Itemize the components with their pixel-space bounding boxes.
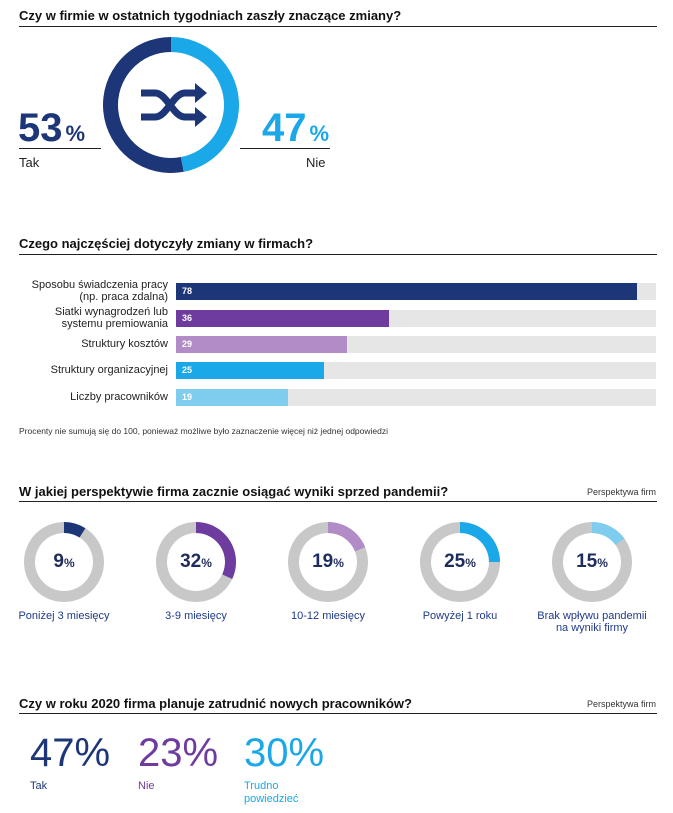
donut-chart <box>24 522 104 602</box>
hire-unsure-label: Trudno powiedzieć <box>244 780 299 805</box>
donut-value-label: 15% <box>576 551 608 572</box>
bar-track: 78 <box>176 283 656 300</box>
hire-yes-value: 47% <box>30 731 111 775</box>
bar-label: Siatki wynagrodzeń lub systemu premiowani… <box>54 306 168 330</box>
shuffle-icon <box>141 83 207 127</box>
donut-segment-tak <box>103 37 184 173</box>
change-donut <box>103 37 239 173</box>
no-percentage: 47% <box>262 108 329 154</box>
donut-chart <box>156 522 236 602</box>
bar: 19 <box>176 389 289 406</box>
bar-value-label: 19 <box>182 392 193 402</box>
yes-percentage: 53% <box>18 108 85 154</box>
donut-value-label: 25% <box>444 551 476 572</box>
section1-rule <box>19 26 657 27</box>
section3-rule <box>19 501 657 502</box>
section4-note: Perspektywa firm <box>586 699 656 709</box>
bar-track: 36 <box>176 310 656 327</box>
section2-rule <box>19 254 657 255</box>
no-value: 47 <box>262 106 307 150</box>
bar-value-label: 78 <box>182 286 193 296</box>
donut-category-label: Brak wpływu pandemii na wyniki firmy <box>537 610 647 634</box>
hire-unsure-value: 30% <box>244 731 325 775</box>
bar-value-label: 36 <box>182 313 193 323</box>
bar-value-label: 29 <box>182 339 193 349</box>
donut-segment-nie <box>171 37 239 172</box>
bar-track: 25 <box>176 362 656 379</box>
donut-category-label: 3-9 miesięcy <box>165 610 227 622</box>
hire-no-label: Nie <box>138 780 155 792</box>
donut-category-label: Powyżej 1 roku <box>422 610 498 622</box>
yes-value: 53 <box>18 106 63 150</box>
bar-label: Struktury kosztów <box>81 338 168 350</box>
bar: 36 <box>176 310 389 327</box>
donut-segment <box>328 522 366 552</box>
bar: 25 <box>176 362 324 379</box>
section3-note: Perspektywa firm <box>586 487 656 497</box>
bar: 29 <box>176 336 348 353</box>
section2-title: Czego najczęściej dotyczyły zmiany w fir… <box>19 236 314 251</box>
donut-chart <box>552 522 632 602</box>
section3-title: W jakiej perspektywie firma zacznie osią… <box>19 484 449 499</box>
donut-segment <box>460 522 500 562</box>
donut-chart <box>288 522 368 602</box>
bar: 78 <box>176 283 637 300</box>
yes-unit: % <box>65 121 86 146</box>
donut-category-label: Poniżej 3 miesięcy <box>18 610 110 622</box>
donut-segment <box>592 522 625 545</box>
donut-segment <box>64 522 86 538</box>
section4-rule <box>19 713 657 714</box>
bar-label: Liczby pracowników <box>70 391 168 403</box>
bar-label: Sposobu świadczenia pracy (np. praca zdal… <box>31 279 168 303</box>
donut-chart <box>420 522 500 602</box>
footnote: Procenty nie sumują się do 100, ponieważ… <box>19 426 389 436</box>
no-unit: % <box>309 121 330 146</box>
donut-value-label: 9% <box>53 551 75 572</box>
no-label: Nie <box>306 155 326 170</box>
donut-value-label: 19% <box>312 551 344 572</box>
section1-title: Czy w firmie w ostatnich tygodniach zasz… <box>19 8 402 23</box>
donut-segment <box>196 522 236 580</box>
donut-value-label: 32% <box>180 551 212 572</box>
yes-label: Tak <box>19 155 40 170</box>
bar-track: 29 <box>176 336 656 353</box>
yes-rule <box>19 148 101 149</box>
donut-category-label: 10-12 miesięcy <box>291 610 365 622</box>
section4-title: Czy w roku 2020 firma planuje zatrudnić … <box>19 696 412 711</box>
bar-track: 19 <box>176 389 656 406</box>
hire-no-value: 23% <box>138 731 219 775</box>
bar-label: Struktury organizacyjnej <box>50 364 168 376</box>
no-rule <box>240 148 330 149</box>
hire-yes-label: Tak <box>30 780 48 792</box>
bar-value-label: 25 <box>182 365 193 375</box>
